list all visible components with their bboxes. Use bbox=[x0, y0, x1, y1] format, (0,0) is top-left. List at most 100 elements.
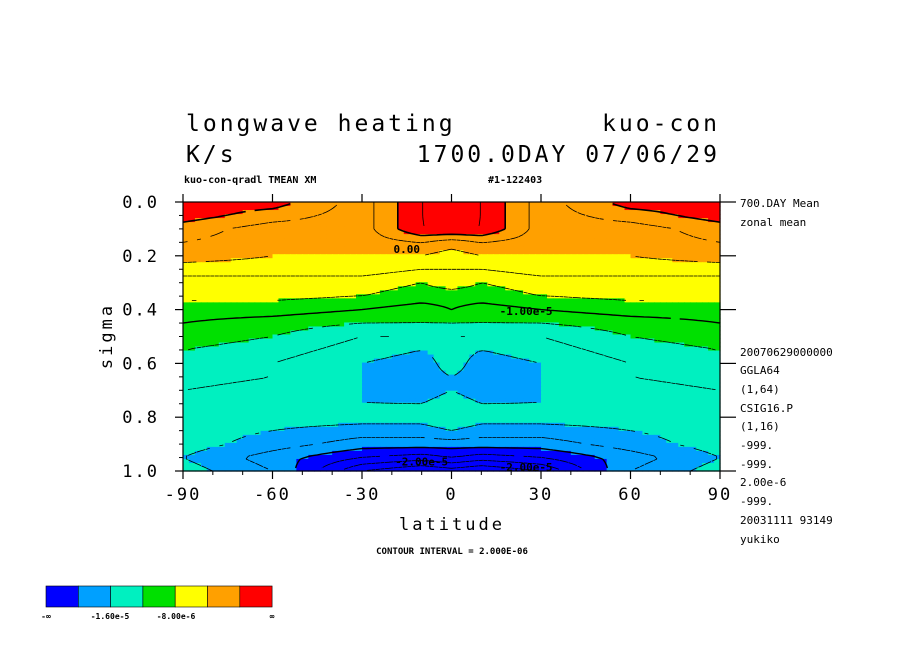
field-cell bbox=[183, 234, 190, 239]
field-cell bbox=[350, 310, 357, 316]
field-cell bbox=[666, 302, 673, 307]
field-cell bbox=[332, 398, 339, 404]
field-cell bbox=[278, 334, 286, 340]
field-cell bbox=[266, 286, 274, 291]
field-cell bbox=[451, 238, 459, 243]
field-cell bbox=[451, 226, 459, 231]
field-cell bbox=[606, 298, 614, 303]
field-cell bbox=[183, 310, 190, 316]
field-cell bbox=[248, 402, 256, 408]
field-cell bbox=[672, 206, 679, 211]
field-cell bbox=[290, 202, 297, 207]
field-cell bbox=[529, 330, 536, 336]
field-cell bbox=[606, 382, 614, 388]
field-cell bbox=[362, 354, 369, 360]
field-cell bbox=[385, 422, 393, 428]
field-cell bbox=[445, 210, 453, 215]
field-cell bbox=[409, 386, 417, 392]
field-cell bbox=[188, 290, 196, 295]
field-cell bbox=[708, 378, 715, 384]
field-cell bbox=[415, 202, 423, 207]
field-cell bbox=[654, 310, 661, 316]
field-cell bbox=[594, 358, 602, 364]
field-cell bbox=[714, 254, 721, 259]
field-cell bbox=[379, 242, 387, 247]
field-cell bbox=[523, 242, 530, 247]
field-cell bbox=[290, 210, 297, 215]
field-cell bbox=[200, 354, 208, 360]
field-cell bbox=[517, 298, 524, 303]
field-cell bbox=[415, 302, 423, 307]
field-cell bbox=[260, 298, 268, 303]
field-cell bbox=[433, 206, 441, 211]
field-cell bbox=[481, 206, 488, 211]
field-cell bbox=[373, 306, 381, 311]
field-cell bbox=[594, 354, 602, 360]
field-cell bbox=[648, 378, 655, 384]
field-cell bbox=[439, 370, 447, 376]
field-cell bbox=[206, 310, 214, 316]
field-cell bbox=[188, 202, 196, 207]
field-cell bbox=[708, 410, 715, 416]
field-cell bbox=[206, 226, 214, 231]
field-cell bbox=[200, 418, 208, 424]
field-cell bbox=[272, 402, 280, 408]
field-cell bbox=[529, 410, 536, 416]
field-cell bbox=[356, 274, 363, 279]
field-cell bbox=[391, 342, 399, 348]
field-cell bbox=[254, 382, 262, 388]
field-cell bbox=[367, 314, 375, 320]
field-cell bbox=[648, 370, 655, 376]
field-cell bbox=[266, 242, 274, 247]
field-cell bbox=[660, 250, 667, 255]
field-cell bbox=[409, 414, 417, 420]
field-cell bbox=[529, 350, 536, 356]
field-cell bbox=[350, 390, 357, 396]
field-cell bbox=[690, 214, 697, 219]
field-cell bbox=[624, 290, 632, 295]
field-cell bbox=[326, 306, 333, 311]
field-cell bbox=[356, 402, 363, 408]
field-cell bbox=[612, 402, 620, 408]
field-cell bbox=[439, 334, 447, 340]
field-cell bbox=[594, 266, 602, 271]
field-cell bbox=[576, 278, 584, 283]
field-cell bbox=[194, 322, 202, 328]
field-cell bbox=[684, 402, 691, 408]
field-cell bbox=[338, 254, 345, 259]
field-cell bbox=[535, 410, 542, 416]
field-cell bbox=[373, 262, 381, 267]
field-cell bbox=[439, 350, 447, 356]
field-cell bbox=[320, 246, 327, 251]
field-cell bbox=[308, 354, 315, 360]
field-cell bbox=[230, 342, 238, 348]
field-cell bbox=[206, 370, 214, 376]
field-cell bbox=[636, 262, 644, 267]
field-cell bbox=[362, 262, 369, 267]
field-cell bbox=[552, 358, 560, 364]
field-cell bbox=[624, 222, 632, 227]
field-cell bbox=[183, 202, 190, 207]
field-cell bbox=[350, 382, 357, 388]
field-cell bbox=[487, 278, 494, 283]
field-cell bbox=[415, 374, 423, 380]
field-cell bbox=[391, 338, 399, 344]
field-cell bbox=[475, 358, 482, 364]
field-cell bbox=[409, 202, 417, 207]
field-cell bbox=[397, 382, 405, 388]
field-cell bbox=[344, 222, 351, 227]
field-cell bbox=[487, 346, 494, 352]
field-cell bbox=[188, 366, 196, 372]
field-cell bbox=[350, 210, 357, 215]
field-cell bbox=[308, 282, 315, 287]
field-cell bbox=[702, 402, 709, 408]
field-cell bbox=[278, 326, 286, 332]
field-cell bbox=[242, 322, 250, 328]
field-cell bbox=[367, 326, 375, 332]
field-cell bbox=[218, 270, 226, 275]
field-cell bbox=[469, 282, 476, 287]
field-cell bbox=[630, 202, 638, 207]
field-cell bbox=[314, 274, 321, 279]
field-cell bbox=[600, 330, 608, 336]
field-cell bbox=[570, 306, 578, 311]
